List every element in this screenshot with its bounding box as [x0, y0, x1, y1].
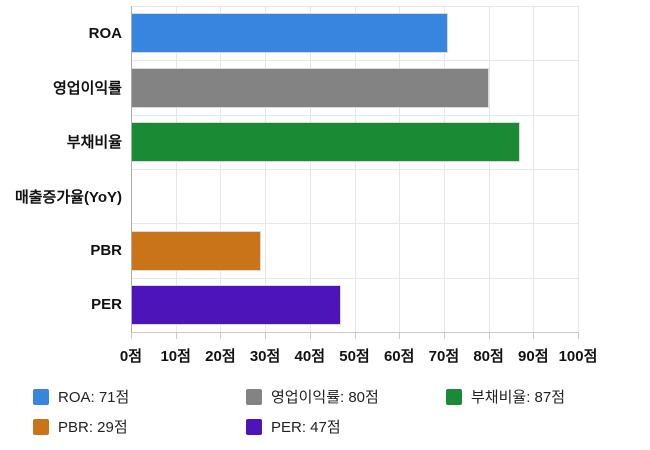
x-tick-label: 90점	[518, 348, 549, 365]
x-tick-mark	[220, 332, 222, 339]
legend-label-roa: ROA: 71점	[58, 389, 130, 406]
x-tick-label: 70점	[428, 348, 460, 365]
category-label-roa: ROA	[88, 24, 122, 42]
horizontal-gridline	[131, 6, 578, 7]
bar-roa[interactable]	[131, 13, 449, 54]
legend-swatch-debt-ratio	[446, 388, 462, 405]
plot-area	[131, 6, 579, 332]
bar-debt-ratio[interactable]	[131, 121, 520, 162]
legend-label-pbr: PBR: 29점	[58, 419, 128, 436]
x-tick-mark	[131, 332, 132, 339]
legend-item-roa[interactable]: ROA: 71점	[33, 386, 246, 407]
category-label-per: PER	[91, 296, 122, 314]
bar-operating-margin[interactable]	[131, 67, 489, 108]
horizontal-gridline	[131, 223, 578, 225]
horizontal-gridline	[131, 60, 578, 62]
legend-swatch-roa	[33, 388, 49, 405]
bar-pbr[interactable]	[131, 230, 261, 271]
category-label-operating-margin: 영업이익률	[52, 79, 122, 97]
category-label-revenue-growth-yoy: 매출증가율(YoY)	[14, 188, 122, 206]
x-tick-label: 60점	[383, 348, 415, 365]
x-tick-label: 50점	[339, 348, 370, 365]
vertical-gridline	[578, 6, 579, 332]
x-tick-label: 100점	[558, 348, 598, 365]
legend-swatch-per	[246, 418, 262, 435]
legend-item-pbr[interactable]: PBR: 29점	[33, 416, 246, 437]
x-tick-mark	[354, 332, 356, 339]
x-tick-mark	[265, 332, 267, 339]
legend-item-operating-margin[interactable]: 영업이익률: 80점	[246, 386, 446, 407]
x-tick-label: 10점	[160, 348, 191, 365]
legend-item-debt-ratio[interactable]: 부채비율: 87점	[446, 386, 650, 407]
horizontal-gridline	[131, 169, 578, 170]
horizontal-gridline	[131, 114, 578, 116]
x-tick-label: 80점	[473, 348, 504, 365]
legend-label-debt-ratio: 부채비율: 87점	[471, 389, 566, 406]
legend-swatch-pbr	[33, 418, 49, 435]
x-tick-label: 30점	[249, 348, 281, 365]
x-tick-mark	[399, 332, 401, 339]
x-tick-label: 20점	[205, 348, 236, 365]
x-tick-mark	[309, 332, 311, 339]
horizontal-gridline	[131, 277, 578, 279]
x-tick-mark	[175, 332, 177, 339]
legend-label-per: PER: 47점	[271, 419, 341, 436]
x-tick-label: 0점	[119, 348, 143, 365]
x-tick-label: 40점	[294, 348, 326, 365]
chart-legend: ROA: 71점 영업이익률: 80점 부채비율: 87점 PBR: 29점 PER: …	[0, 386, 650, 437]
x-tick-mark	[533, 332, 535, 339]
legend-item-per[interactable]: PER: 47점	[246, 416, 446, 437]
legend-swatch-operating-margin	[246, 388, 262, 405]
category-label-pbr: PBR	[90, 241, 122, 259]
y-axis-line	[131, 6, 132, 333]
x-tick-mark	[578, 332, 579, 339]
bar-per[interactable]	[131, 284, 342, 325]
category-label-debt-ratio: 부채비율	[66, 134, 122, 152]
x-tick-mark	[488, 332, 490, 339]
legend-label-operating-margin: 영업이익률: 80점	[271, 389, 379, 406]
x-tick-mark	[443, 332, 445, 339]
